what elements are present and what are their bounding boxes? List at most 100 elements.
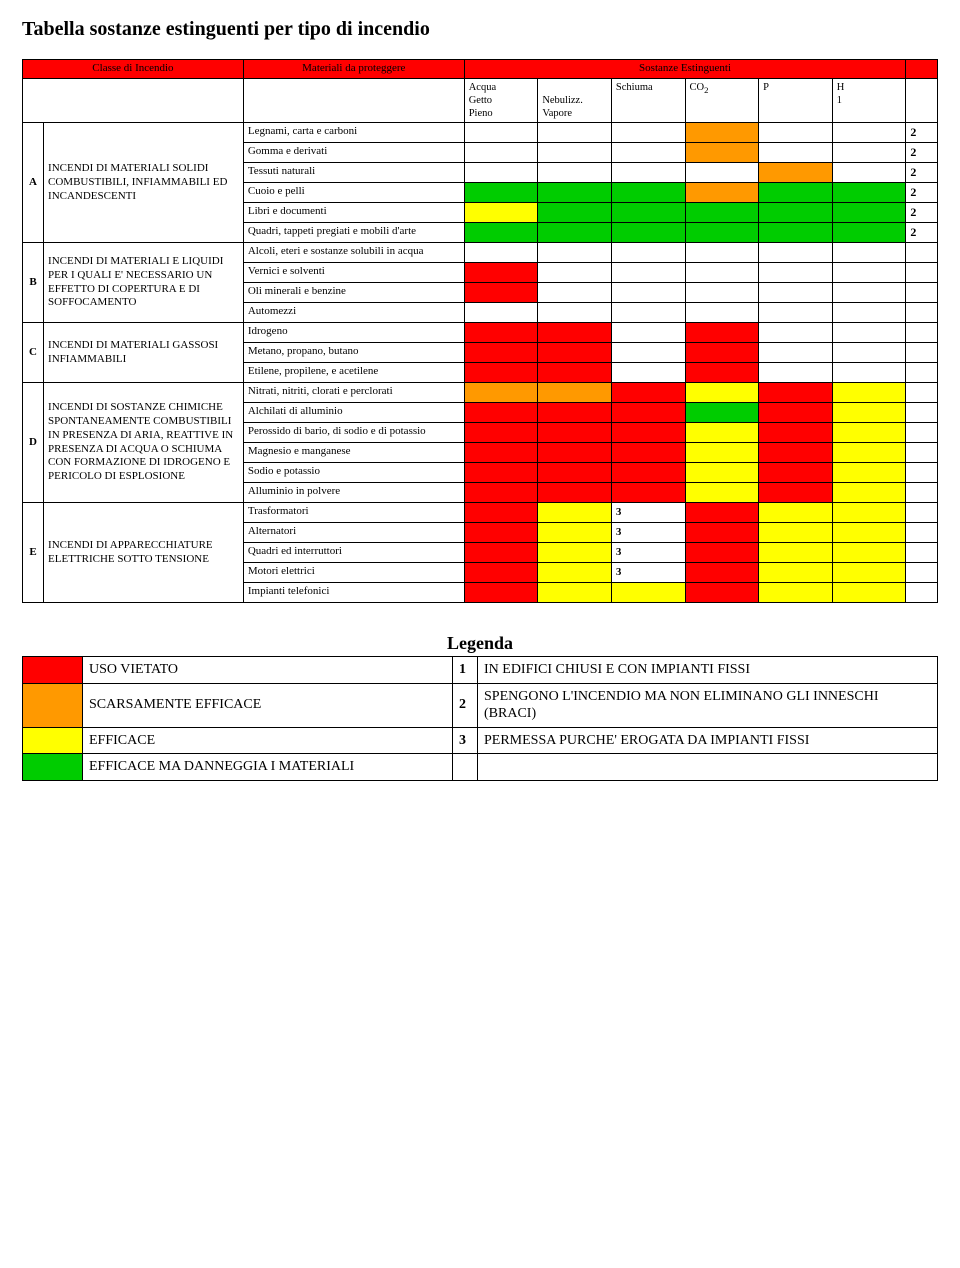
material-cell: Oli minerali e benzine [243, 283, 464, 303]
legend-title: Legenda [22, 633, 938, 654]
ext-cell [832, 223, 906, 243]
note-cell [906, 343, 938, 363]
class-desc: INCENDI DI MATERIALI SOLIDI COMBUSTIBILI… [44, 123, 244, 243]
ext-cell [538, 263, 612, 283]
ext-cell [538, 323, 612, 343]
ext-cell [832, 423, 906, 443]
ext-cell [611, 303, 685, 323]
ext-cell [685, 303, 759, 323]
ext-cell [464, 323, 538, 343]
ext-cell [538, 423, 612, 443]
class-letter: A [23, 123, 44, 243]
class-desc: INCENDI DI SOSTANZE CHIMICHE SPONTANEAME… [44, 383, 244, 503]
material-cell: Vernici e solventi [243, 263, 464, 283]
class-desc: INCENDI DI MATERIALI GASSOSI INFIAMMABIL… [44, 323, 244, 383]
ext-cell [538, 363, 612, 383]
ext-cell [832, 563, 906, 583]
hdr-sostanze: Sostanze Estinguenti [464, 60, 906, 79]
legend-desc: IN EDIFICI CHIUSI E CON IMPIANTI FISSI [478, 657, 938, 684]
legend-swatch [23, 683, 83, 727]
ext-cell [538, 583, 612, 603]
ext-cell [759, 223, 833, 243]
legend-desc [478, 754, 938, 781]
material-cell: Sodio e potassio [243, 463, 464, 483]
ext-cell [832, 523, 906, 543]
ext-cell [832, 503, 906, 523]
ext-cell [538, 483, 612, 503]
ext-cell: 3 [611, 523, 685, 543]
legend-swatch [23, 727, 83, 754]
material-cell: Etilene, propilene, e acetilene [243, 363, 464, 383]
ext-cell [464, 403, 538, 423]
hdr-note2 [906, 78, 938, 122]
ext-cell [611, 383, 685, 403]
legend-num: 2 [453, 683, 478, 727]
ext-cell [832, 123, 906, 143]
note-cell: 2 [906, 183, 938, 203]
ext-cell [464, 243, 538, 263]
material-cell: Tessuti naturali [243, 163, 464, 183]
material-cell: Quadri ed interruttori [243, 543, 464, 563]
ext-cell [685, 383, 759, 403]
ext-cell [759, 403, 833, 423]
ext-cell [832, 243, 906, 263]
ext-cell [685, 403, 759, 423]
ext-cell [759, 323, 833, 343]
legend-swatch [23, 754, 83, 781]
ext-cell [538, 403, 612, 423]
ext-cell [759, 463, 833, 483]
ext-cell [464, 303, 538, 323]
ext-cell [759, 143, 833, 163]
ext-cell [759, 303, 833, 323]
ext-cell [464, 543, 538, 563]
note-cell [906, 443, 938, 463]
material-cell: Metano, propano, butano [243, 343, 464, 363]
material-cell: Gomma e derivati [243, 143, 464, 163]
note-cell [906, 263, 938, 283]
note-cell [906, 423, 938, 443]
ext-cell [611, 223, 685, 243]
note-cell [906, 463, 938, 483]
ext-cell [832, 263, 906, 283]
material-cell: Impianti telefonici [243, 583, 464, 603]
legend-desc: PERMESSA PURCHE' EROGATA DA IMPIANTI FIS… [478, 727, 938, 754]
ext-cell [685, 523, 759, 543]
ext-cell [538, 383, 612, 403]
ext-cell [685, 163, 759, 183]
hdr-acqua-getto: Acqua Getto Pieno [464, 78, 538, 122]
ext-cell [538, 203, 612, 223]
class-letter: D [23, 383, 44, 503]
note-cell [906, 283, 938, 303]
ext-cell [685, 463, 759, 483]
ext-cell [611, 443, 685, 463]
ext-cell [464, 463, 538, 483]
ext-cell [685, 143, 759, 163]
ext-cell [611, 143, 685, 163]
ext-cell: 3 [611, 563, 685, 583]
material-cell: Trasformatori [243, 503, 464, 523]
ext-cell [759, 543, 833, 563]
material-cell: Motori elettrici [243, 563, 464, 583]
ext-cell [759, 343, 833, 363]
ext-cell [685, 423, 759, 443]
ext-cell [832, 343, 906, 363]
ext-cell [759, 583, 833, 603]
ext-cell [538, 343, 612, 363]
legend-num: 3 [453, 727, 478, 754]
ext-cell [759, 123, 833, 143]
material-cell: Idrogeno [243, 323, 464, 343]
ext-cell [832, 303, 906, 323]
ext-cell [538, 283, 612, 303]
ext-cell [611, 483, 685, 503]
ext-cell [832, 143, 906, 163]
ext-cell [611, 363, 685, 383]
ext-cell [538, 543, 612, 563]
ext-cell [832, 363, 906, 383]
ext-cell [832, 403, 906, 423]
hdr-h: H 1 [832, 78, 906, 122]
ext-cell [611, 583, 685, 603]
ext-cell [685, 223, 759, 243]
hdr-co2: CO2 [685, 78, 759, 122]
ext-cell [464, 263, 538, 283]
class-desc: INCENDI DI MATERIALI E LIQUIDI PER I QUA… [44, 243, 244, 323]
